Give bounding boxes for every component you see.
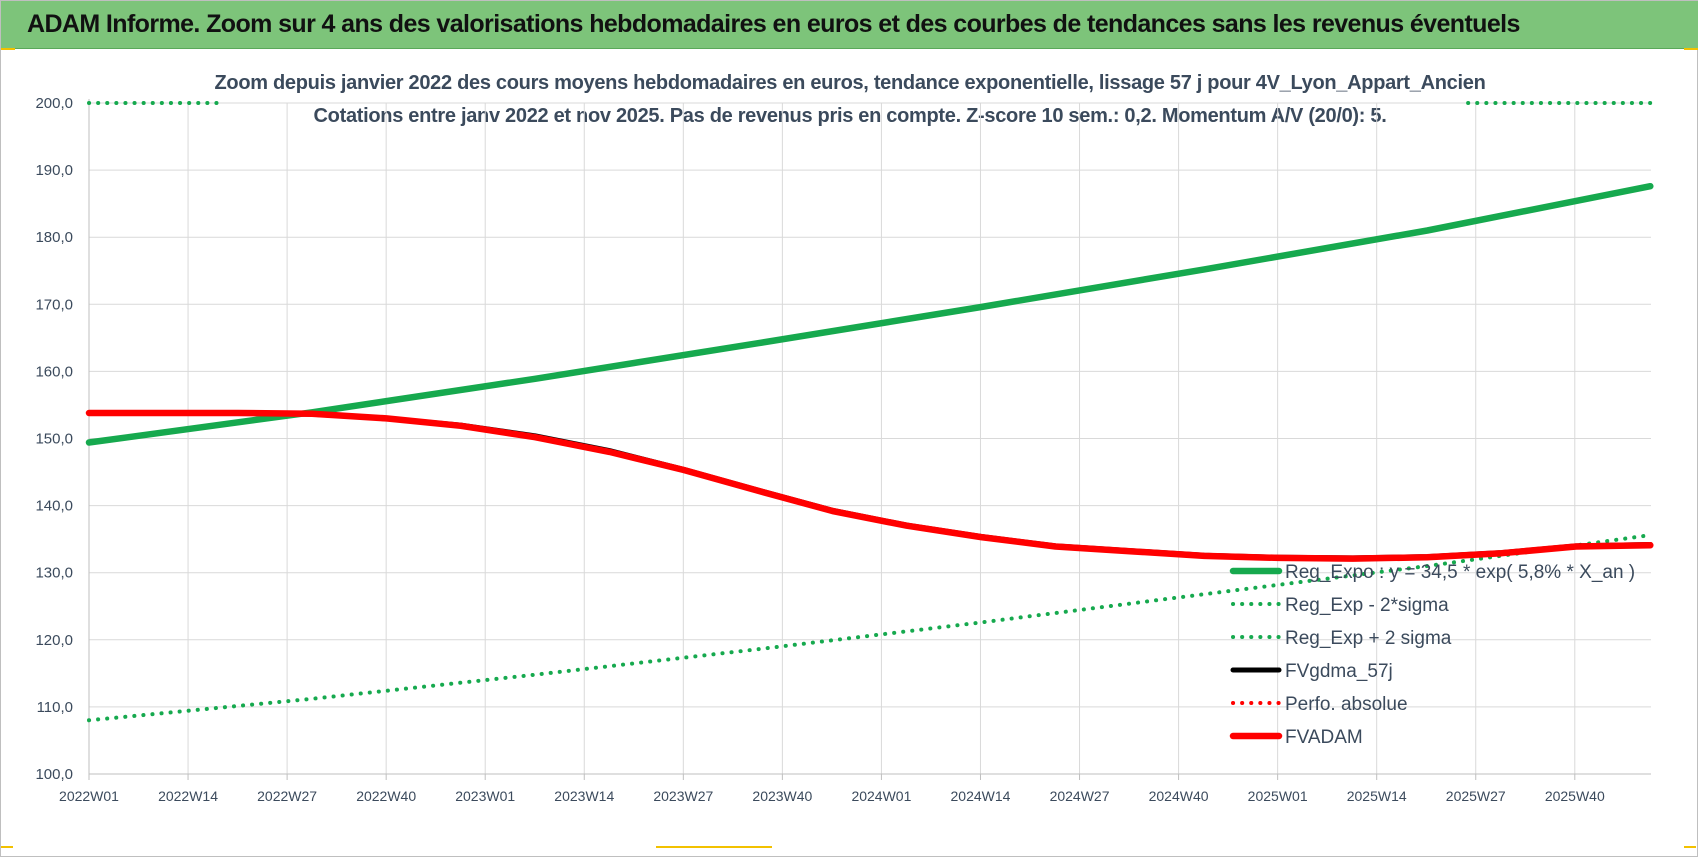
y-tick-label: 190,0: [35, 162, 73, 179]
x-tick-label: 2024W27: [1050, 788, 1110, 804]
x-tick-label: 2022W40: [356, 788, 416, 804]
corner-mark-top-left: [1, 48, 15, 50]
y-tick-label: 200,0: [35, 95, 73, 112]
series-fvgdma-57j: [86, 410, 1653, 561]
y-tick-label: 150,0: [35, 431, 73, 448]
chart-title-line2: Cotations entre janv 2022 et nov 2025. P…: [313, 105, 1387, 127]
x-tick-label: 2024W14: [951, 788, 1011, 804]
banner: ADAM Informe. Zoom sur 4 ans des valoris…: [1, 1, 1698, 49]
x-tick-label: 2023W01: [455, 788, 515, 804]
banner-title: ADAM Informe. Zoom sur 4 ans des valoris…: [27, 10, 1520, 38]
y-tick-label: 170,0: [35, 296, 73, 313]
corner-mark-bottom-right: [1684, 846, 1696, 848]
x-tick-label: 2022W01: [59, 788, 119, 804]
y-tick-label: 180,0: [35, 229, 73, 246]
series-perfo-absolue: [87, 411, 1653, 561]
legend-label: Reg_Exp - 2*sigma: [1285, 595, 1449, 616]
corner-mark-bottom-mid: [656, 846, 772, 848]
x-tick-label: 2025W40: [1545, 788, 1605, 804]
series-fvadam: [85, 409, 1654, 562]
x-tick-label: 2024W01: [851, 788, 911, 804]
x-tick-label: 2022W27: [257, 788, 317, 804]
x-tick-label: 2025W01: [1248, 788, 1308, 804]
y-tick-label: 130,0: [35, 565, 73, 582]
legend-label: FVgdma_57j: [1285, 661, 1393, 682]
x-tick-label: 2022W14: [158, 788, 218, 804]
y-tick-label: 160,0: [35, 363, 73, 380]
chart-title-line1: Zoom depuis janvier 2022 des cours moyen…: [214, 72, 1486, 94]
x-tick-label: 2025W27: [1446, 788, 1506, 804]
y-tick-label: 110,0: [37, 699, 73, 716]
legend-label: Perfo. absolue: [1285, 694, 1408, 715]
y-tick-label: 100,0: [35, 766, 73, 783]
y-tick-label: 120,0: [35, 632, 73, 649]
x-tick-label: 2024W40: [1149, 788, 1209, 804]
legend-label: Reg_Expo : y = 34,5 * exp( 5,8% * X_an ): [1285, 562, 1635, 583]
x-tick-label: 2023W27: [653, 788, 713, 804]
series-reg-exp-2-sigma: [87, 533, 1653, 723]
y-tick-label: 140,0: [35, 498, 73, 515]
legend-label: Reg_Exp + 2 sigma: [1285, 628, 1452, 649]
x-tick-label: 2023W40: [752, 788, 812, 804]
legend-label: FVADAM: [1285, 727, 1363, 748]
x-tick-label: 2023W14: [554, 788, 614, 804]
corner-mark-bottom-left: [1, 846, 13, 848]
series-reg-expo-y-34-5-exp-5-8-x-an: [85, 182, 1654, 446]
corner-mark-top-right: [1684, 48, 1698, 50]
x-tick-label: 2025W14: [1347, 788, 1407, 804]
